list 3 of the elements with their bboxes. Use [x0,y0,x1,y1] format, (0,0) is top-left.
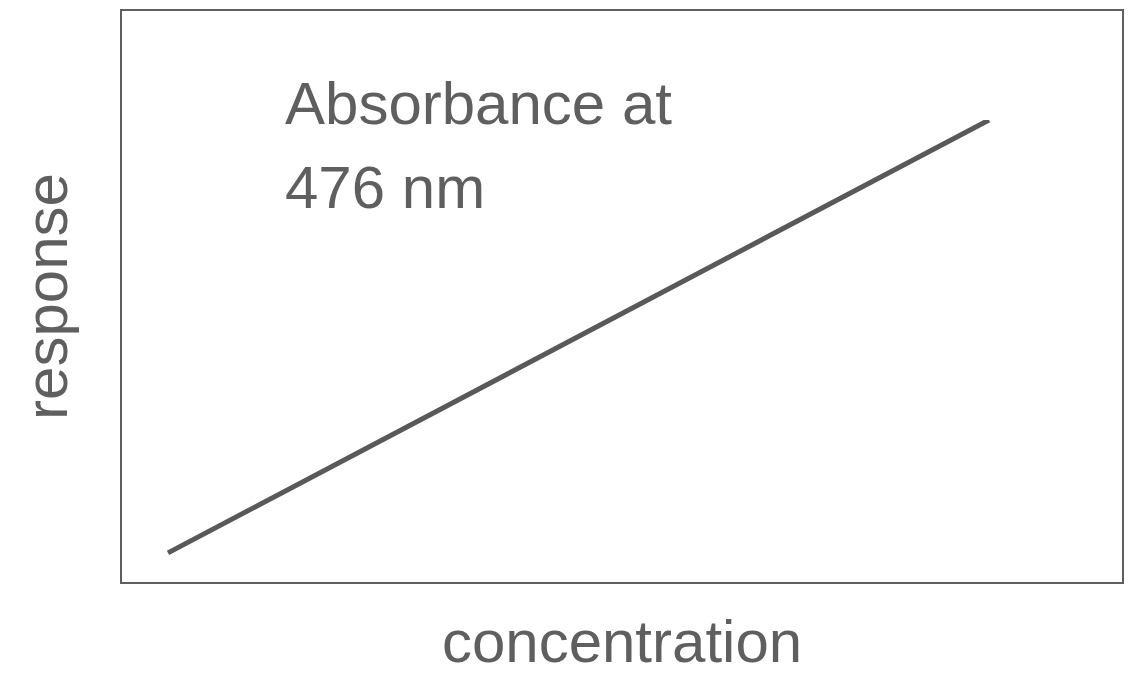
annotation: Absorbance at 476 nm [285,69,673,223]
x-axis-title: concentration [441,607,803,673]
y-axis-title: response [12,173,80,420]
